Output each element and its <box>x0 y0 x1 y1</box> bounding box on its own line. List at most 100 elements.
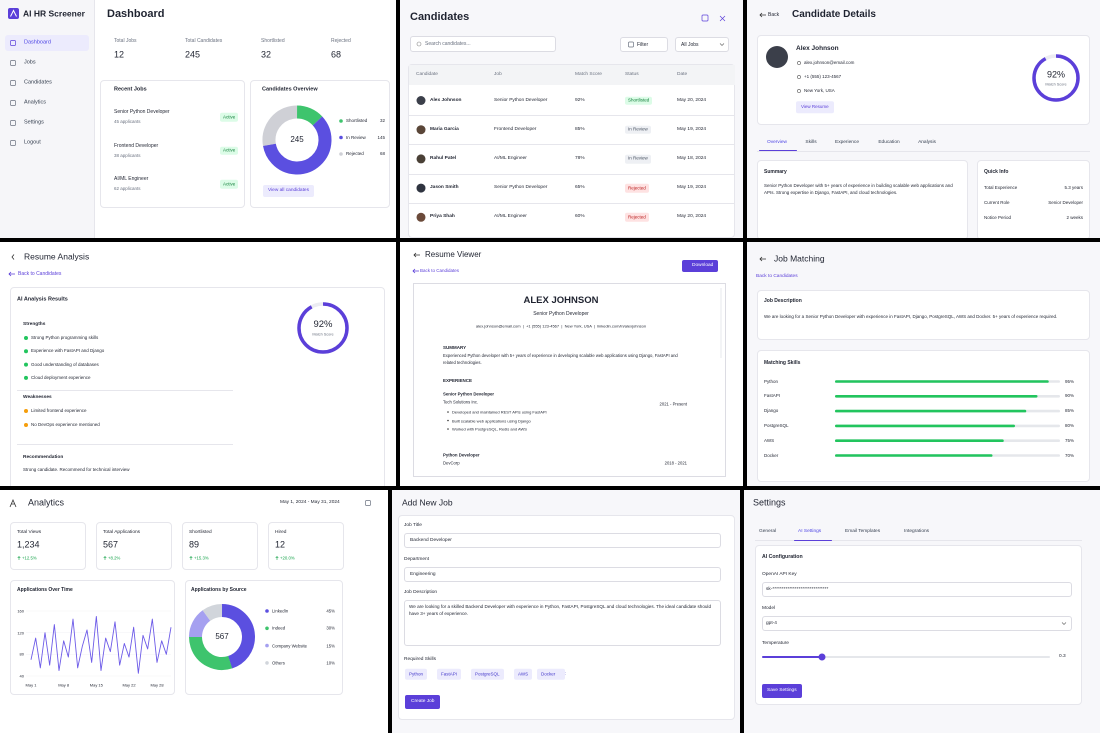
description-input[interactable] <box>404 600 721 646</box>
tab[interactable]: Skills <box>805 140 817 146</box>
back-link[interactable]: Back to Candidates <box>420 268 460 274</box>
skill-chip[interactable]: FastAPI <box>437 668 462 680</box>
column-header: Status <box>625 72 639 78</box>
back-link[interactable]: Back to Candidates <box>18 270 62 277</box>
info-label: Notice Period <box>984 215 1012 221</box>
candidates-panel: Candidates Search candidates... Filter All … <box>400 0 743 238</box>
status-badge: In Review <box>625 154 651 164</box>
skill-score: 75% <box>1065 437 1075 443</box>
status-badge: In Review <box>625 125 651 134</box>
job-company: Tech Solutions Inc. <box>443 399 479 405</box>
match-score: 92% <box>313 319 333 331</box>
job-bullet: Built scalable web applications using Dj… <box>452 418 531 423</box>
tab[interactable]: Education <box>878 140 900 146</box>
nav-item[interactable]: Jobs <box>24 59 36 66</box>
skill-chip[interactable]: PostgreSQL <box>471 668 504 680</box>
back-arrow <box>759 12 766 18</box>
info-label: Current Role <box>984 200 1010 206</box>
back-link[interactable]: Back to Candidates <box>756 274 798 280</box>
skill-chip[interactable]: AWS <box>514 668 533 680</box>
tab[interactable]: Experience <box>835 140 859 146</box>
search-box[interactable] <box>410 36 556 52</box>
legend-label: In Review <box>346 134 366 140</box>
model-select[interactable] <box>762 616 1072 631</box>
api-key-input[interactable] <box>762 582 1072 597</box>
save-settings-button[interactable]: Save Settings <box>762 684 802 698</box>
match-label: Match Score <box>312 332 334 337</box>
back-arrow <box>8 271 15 277</box>
tab[interactable]: General <box>759 529 777 535</box>
icon <box>365 500 371 506</box>
skill-name: AWS <box>764 437 775 443</box>
chart-title: Applications Over Time <box>17 586 73 593</box>
skill-score: 95% <box>1065 378 1075 384</box>
create-job-button[interactable]: Create Job <box>405 695 441 709</box>
input-value: gpt-4 <box>766 620 777 626</box>
tab-active <box>759 150 797 152</box>
tab[interactable]: AI Settings <box>798 529 822 535</box>
column-header: Job <box>494 72 502 78</box>
tab[interactable]: Analysis <box>918 140 936 146</box>
field-label: Required Skills <box>404 657 436 663</box>
page-title: Resume Viewer <box>425 250 482 259</box>
department-input[interactable] <box>404 567 721 582</box>
info-label: Total Experience <box>984 185 1018 191</box>
skill-chip[interactable]: Python <box>405 668 428 680</box>
nav-item[interactable]: Logout <box>24 139 41 146</box>
stat-value: 1,234 <box>17 539 40 550</box>
view-resume-button[interactable]: View Resume <box>796 101 834 113</box>
back-arrow <box>759 256 766 262</box>
logo <box>8 8 19 19</box>
status-badge: Rejected <box>625 212 649 222</box>
job-bullet: Worked with PostgreSQL, Redis and AWS <box>452 426 527 432</box>
date-range[interactable]: May 1, 2024 - May 31, 2024 <box>280 500 340 506</box>
analysis-card <box>10 287 385 486</box>
back-link[interactable]: Back <box>768 11 780 18</box>
job-filter[interactable] <box>675 37 729 52</box>
table-cell: Frontend Developer <box>494 126 537 132</box>
stat-value: 12 <box>275 539 286 550</box>
page-title: Candidates <box>410 11 470 24</box>
tab[interactable]: Overview <box>767 140 787 146</box>
input-value: We are looking for a skilled Backend Dev… <box>409 604 712 617</box>
nav-active[interactable] <box>5 35 89 51</box>
back-arrow <box>412 268 419 274</box>
tab-divider <box>755 540 1082 541</box>
x-tick-label: May 8 <box>58 682 70 688</box>
table-cell: 60% <box>575 214 585 220</box>
legend-value: 45% <box>326 608 335 614</box>
info-value: 5.3 years <box>1064 185 1083 191</box>
description-text: We are looking for a Senior Python Devel… <box>764 314 1058 319</box>
table-cell: Senior Python Developer <box>494 97 548 103</box>
nav-item[interactable]: Candidates <box>24 79 52 86</box>
tab[interactable]: Email Templates <box>845 529 881 535</box>
view-all-button[interactable]: View all candidates <box>263 185 314 197</box>
nav-item[interactable]: Settings <box>24 119 44 126</box>
status-badge: Shortlisted <box>625 96 653 105</box>
job-title-input[interactable] <box>404 533 721 548</box>
nav-item[interactable]: Analytics <box>24 99 47 106</box>
column-header: Date <box>677 72 688 78</box>
stat-label: Total Jobs <box>114 37 137 44</box>
table-cell: May 20, 2024 <box>677 214 707 220</box>
field-label: Job Title <box>404 523 422 529</box>
page-title: Dashboard <box>107 8 165 21</box>
tab[interactable]: Integrations <box>904 529 930 535</box>
summary-text: Senior Python Developer with 5+ years of… <box>764 183 953 196</box>
candidate-details-panel: Back Candidate Details Alex Johnson alex.jo… <box>747 0 1100 238</box>
line-chart-card <box>10 580 175 695</box>
stat-label: Hired <box>275 530 287 536</box>
filter-button[interactable] <box>620 37 668 52</box>
card-title: Candidates Overview <box>262 86 318 93</box>
legend-value: 10% <box>326 660 335 666</box>
app-name: AI HR Screener <box>23 8 85 19</box>
nav-item[interactable]: Dashboard <box>24 39 51 46</box>
section-title: EXPERIENCE <box>443 378 473 384</box>
job-applicants: 62 applicants <box>114 186 141 192</box>
skill-chip[interactable]: Docker <box>537 668 566 680</box>
download-button[interactable]: Download <box>682 260 719 272</box>
table-cell: Alex Johnson <box>430 97 462 103</box>
stat-card <box>182 522 258 570</box>
stat-change: +12.5% <box>22 555 37 561</box>
skill-name: Django <box>764 408 779 414</box>
